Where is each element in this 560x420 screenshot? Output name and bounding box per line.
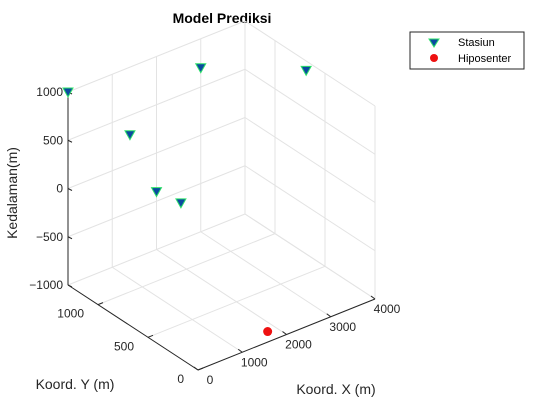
y-axis-line <box>68 285 198 370</box>
point-stasiun <box>125 131 135 140</box>
y-tick-mark <box>198 368 203 370</box>
y-tick-mark <box>98 303 103 305</box>
grid-line-y <box>148 266 325 337</box>
x-tick-label: 2000 <box>285 338 312 352</box>
z-tick-label: −500 <box>36 230 63 244</box>
point-hiposenter <box>263 327 272 336</box>
chart-title: Model Prediksi <box>173 10 272 26</box>
legend-label-stasiun: Stasiun <box>458 37 495 49</box>
point-stasiun <box>196 64 206 73</box>
grid-line-z <box>245 118 375 203</box>
z-tick-mark <box>68 140 72 142</box>
x-tick-mark <box>194 367 198 370</box>
y-tick-label: 1000 <box>57 307 84 321</box>
x-tick-mark <box>327 314 331 317</box>
legend-marker-hiposenter <box>430 54 438 62</box>
z-tick-label: 0 <box>56 182 63 196</box>
x-tick-mark <box>238 349 242 352</box>
x-tick-label: 3000 <box>329 320 356 334</box>
legend-label-hiposenter: Hiposenter <box>458 53 512 65</box>
x-tick-label: 0 <box>207 373 214 387</box>
y-axis-label: Koord. Y (m) <box>36 376 115 392</box>
grid-line-z <box>245 214 375 299</box>
grid-line-z <box>245 21 375 106</box>
y-tick-label: 0 <box>177 372 184 386</box>
grid-line-z <box>245 69 375 154</box>
z-tick-labels: −1000 −500 0 500 1000 <box>29 85 63 292</box>
z-axis-label: Kedalaman(m) <box>4 147 20 239</box>
data-points <box>63 64 311 336</box>
z-tick-label: −1000 <box>29 278 63 292</box>
x-tick-mark <box>283 332 287 335</box>
y-tick-label: 500 <box>114 339 134 353</box>
x-tick-label: 1000 <box>241 355 268 369</box>
y-tick-mark <box>148 335 153 337</box>
point-stasiun <box>63 88 73 97</box>
z-tick-label: 1000 <box>36 85 63 99</box>
grid-line-x <box>157 250 287 335</box>
z-tick-mark <box>68 189 72 191</box>
z-tick-label: 500 <box>43 133 63 147</box>
x-axis-label: Koord. X (m) <box>296 381 375 397</box>
y-tick-labels: 0 500 1000 <box>57 307 184 386</box>
x-tick-labels: 0 1000 2000 3000 4000 <box>207 302 401 387</box>
x-tick-mark <box>371 296 375 299</box>
x-tick-label: 4000 <box>374 302 401 316</box>
grid-line-x <box>201 232 331 317</box>
point-stasiun <box>301 66 311 75</box>
z-tick-mark <box>68 237 72 239</box>
point-stasiun <box>176 199 186 208</box>
grid-line-y <box>98 234 275 305</box>
legend[interactable]: Stasiun Hiposenter <box>410 32 524 69</box>
point-stasiun <box>152 188 162 197</box>
